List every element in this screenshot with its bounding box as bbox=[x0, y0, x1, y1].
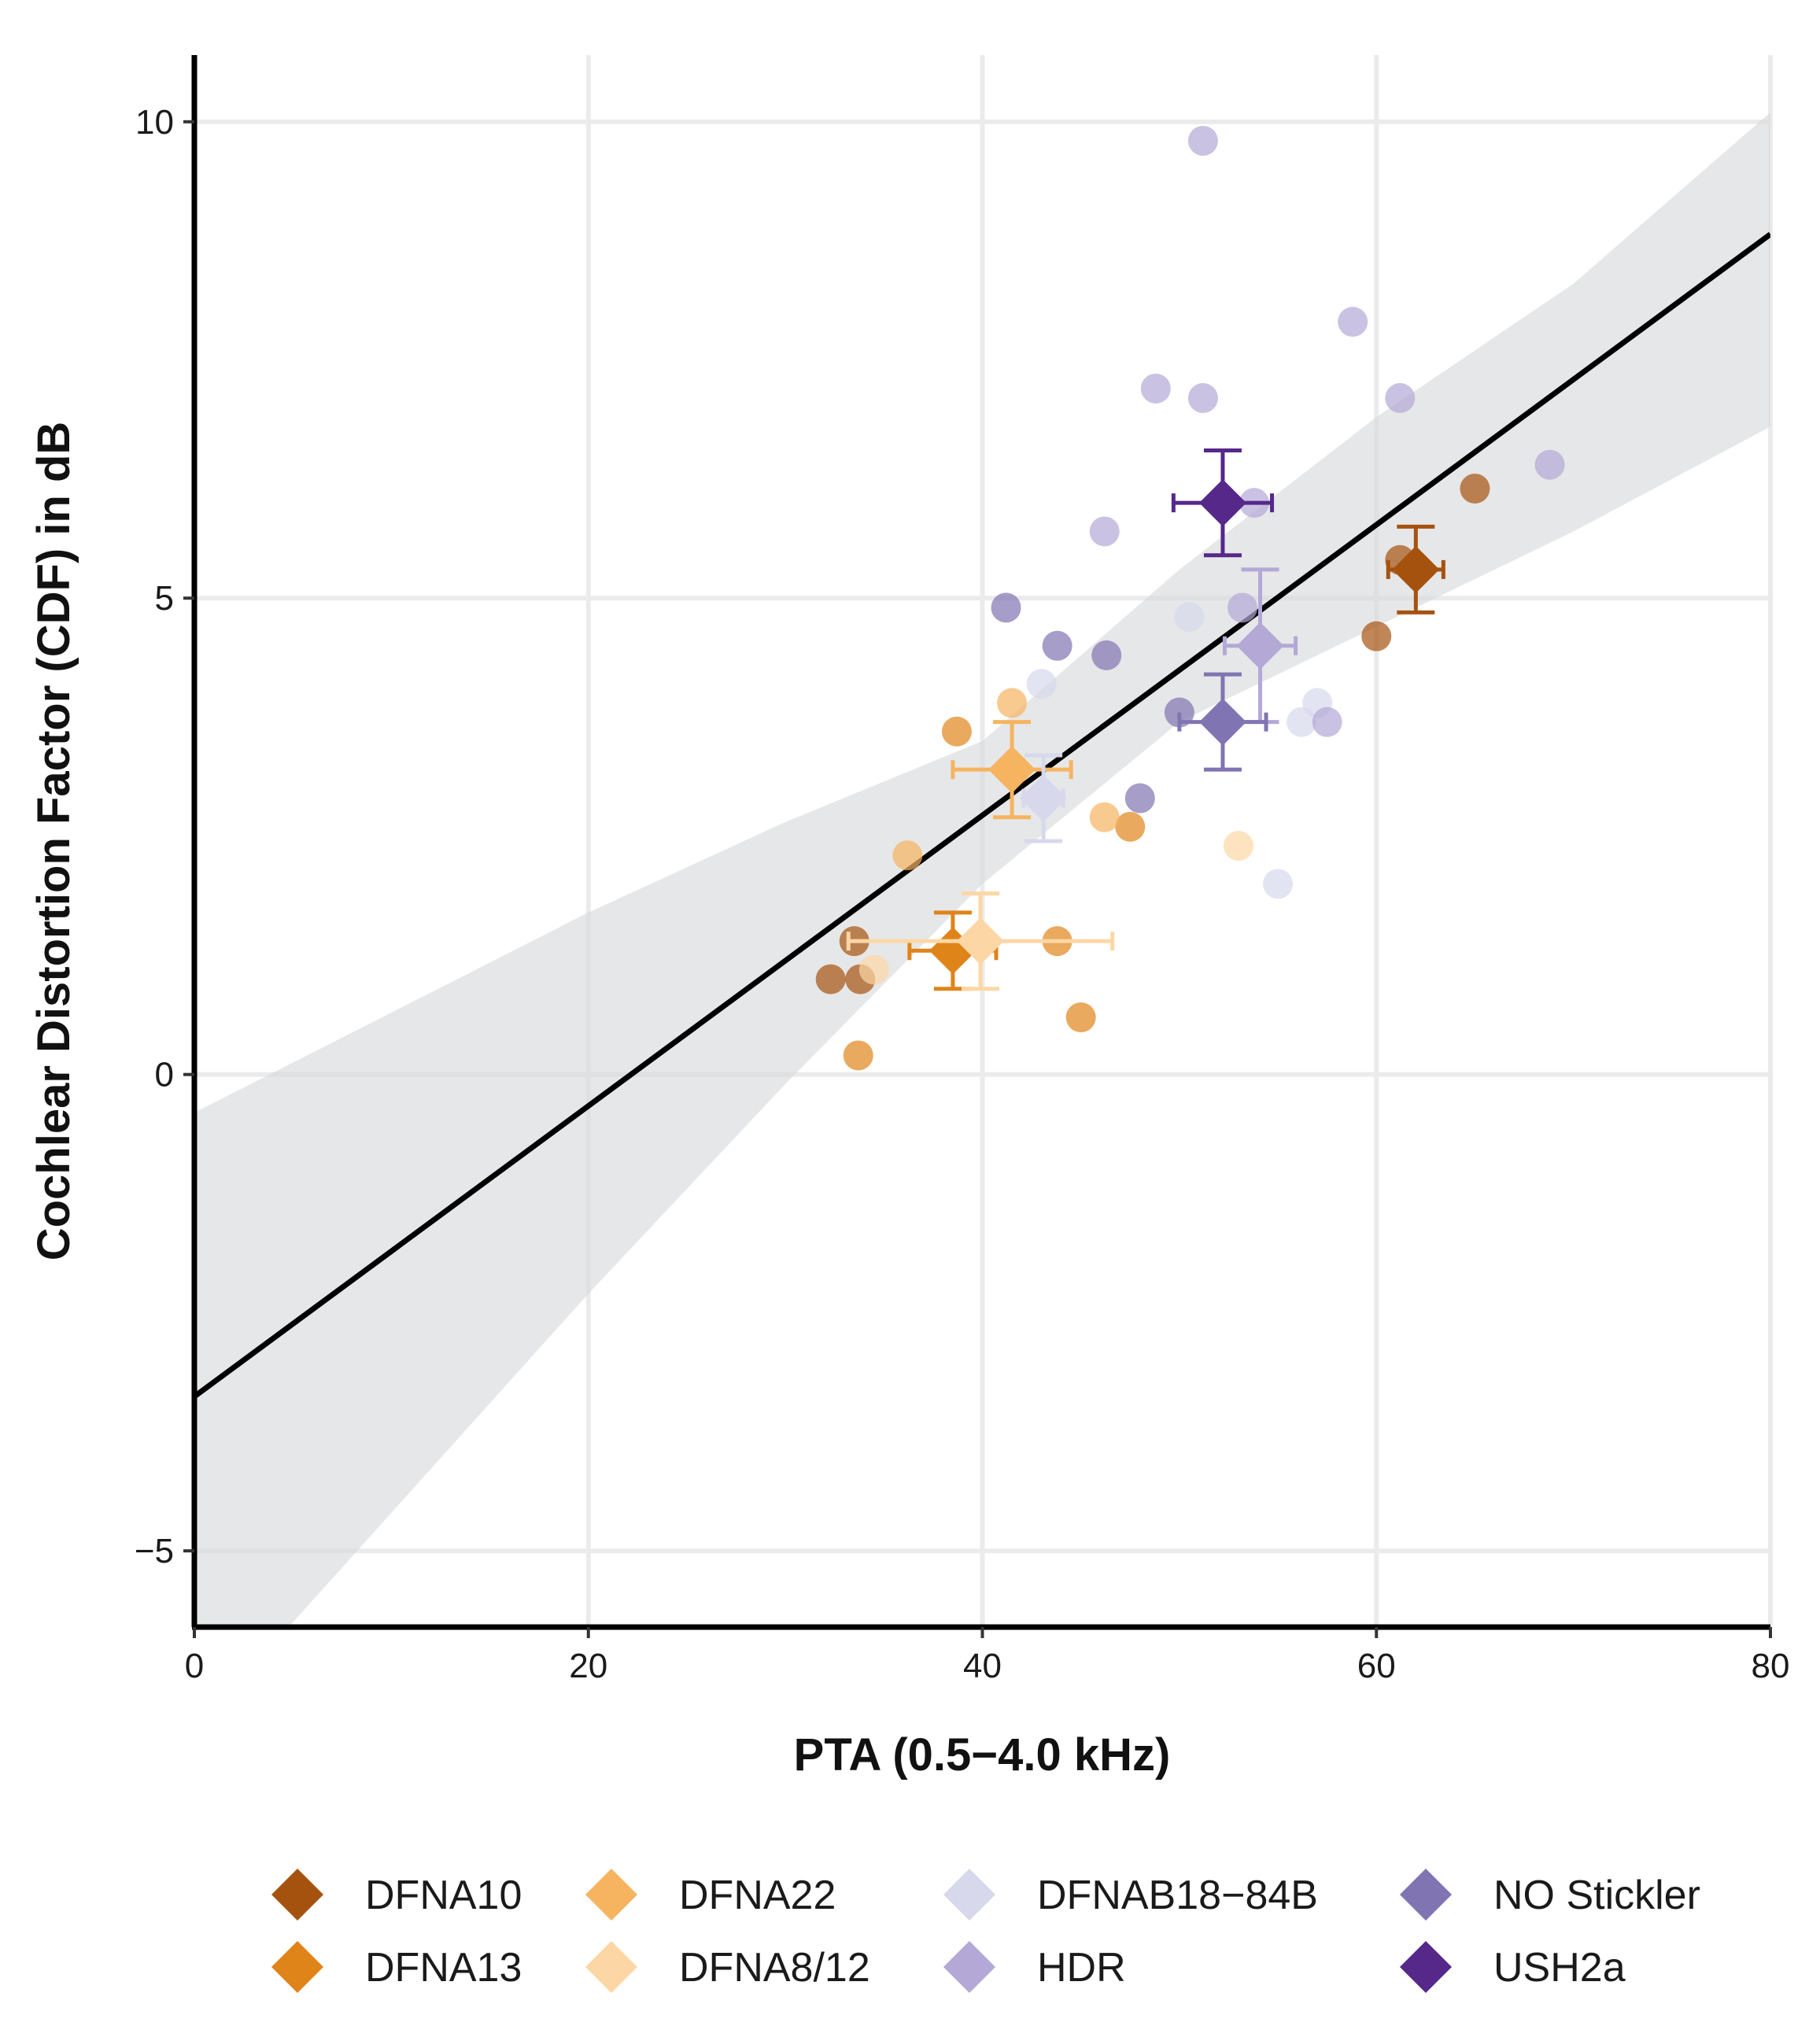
y-axis-title: Cochlear Distortion Factor (CDF) in dB bbox=[28, 422, 79, 1261]
point-hdr-8 bbox=[1227, 592, 1257, 623]
x-axis-ticks: 0 20 40 60 80 bbox=[185, 1627, 1790, 1685]
point-hdr-1 bbox=[1187, 125, 1218, 156]
point-dfnab18-84b-0 bbox=[1026, 669, 1057, 699]
mean-no-stickler-diamond bbox=[1198, 698, 1246, 746]
point-dfna22-1 bbox=[1089, 802, 1120, 832]
x-tick-label-0: 0 bbox=[185, 1647, 204, 1685]
point-dfna8-12-0 bbox=[1223, 831, 1253, 862]
mean-dfna8-12-diamond bbox=[956, 917, 1004, 965]
point-dfna22-2 bbox=[997, 688, 1028, 718]
legend-label-no-stickler: NO Stickler bbox=[1493, 1873, 1700, 1918]
point-dfnab18-84b-4 bbox=[1287, 707, 1317, 737]
legend-label-dfna8-12: DFNA8/12 bbox=[679, 1945, 870, 1991]
group-means bbox=[846, 448, 1445, 991]
y-tick-label-5: 5 bbox=[155, 579, 174, 618]
point-dfna10-2 bbox=[1361, 621, 1392, 651]
mean-hdr-diamond bbox=[1236, 622, 1284, 670]
legend-label-dfnab18-84b: DFNAB18−84B bbox=[1037, 1873, 1318, 1918]
point-dfna13-3 bbox=[843, 1040, 873, 1071]
legend-label-dfna22: DFNA22 bbox=[679, 1873, 836, 1918]
legend-key-dfna8-12 bbox=[585, 1941, 637, 1993]
x-axis-title: PTA (0.5−4.0 kHz) bbox=[794, 1729, 1171, 1781]
point-no-stickler-3 bbox=[1124, 783, 1155, 814]
point-dfnab18-84b-1 bbox=[1263, 869, 1294, 899]
point-hdr-0 bbox=[1089, 516, 1120, 547]
legend-label-hdr: HDR bbox=[1037, 1945, 1126, 1991]
point-dfna13-1 bbox=[1065, 1002, 1096, 1033]
y-tick-label-10: 10 bbox=[135, 103, 174, 142]
legend-label-dfna13: DFNA13 bbox=[365, 1945, 522, 1991]
point-dfna10-1 bbox=[1460, 473, 1490, 504]
point-hdr-9 bbox=[1312, 707, 1342, 737]
x-tick-label-40: 40 bbox=[963, 1647, 1002, 1685]
legend-key-no-stickler bbox=[1400, 1869, 1452, 1921]
point-dfna10-4 bbox=[815, 964, 846, 995]
point-dfna13-4 bbox=[941, 716, 972, 747]
y-tick-label--5: −5 bbox=[135, 1532, 174, 1570]
mean-dfnab18-84b-diamond bbox=[1020, 774, 1068, 822]
point-hdr-3 bbox=[1187, 382, 1218, 413]
x-tick-label-60: 60 bbox=[1357, 1647, 1396, 1685]
regression-line bbox=[194, 231, 1770, 1399]
regression-line-layer bbox=[194, 231, 1770, 1399]
legend-key-hdr bbox=[943, 1941, 995, 1993]
confidence-band-layer bbox=[194, 112, 1770, 1627]
point-dfna22-0 bbox=[892, 840, 923, 871]
legend-key-ush2a bbox=[1400, 1941, 1452, 1993]
legend-key-dfna10 bbox=[271, 1869, 323, 1921]
x-tick-label-80: 80 bbox=[1752, 1647, 1790, 1685]
confidence-band bbox=[194, 112, 1770, 1627]
legend-key-dfnab18-84b bbox=[943, 1869, 995, 1921]
legend-label-dfna10: DFNA10 bbox=[365, 1873, 522, 1918]
point-dfnab18-84b-2 bbox=[1174, 602, 1205, 633]
legend-key-dfna13 bbox=[271, 1941, 323, 1993]
mean-ush2a-diamond bbox=[1198, 479, 1246, 527]
point-dfna8-12-1 bbox=[858, 954, 889, 985]
point-no-stickler-4 bbox=[1164, 697, 1194, 728]
mean-dfna22-diamond bbox=[988, 746, 1036, 794]
legend-label-ush2a: USH2a bbox=[1493, 1945, 1626, 1991]
point-hdr-2 bbox=[1140, 373, 1171, 404]
y-axis-ticks: −5 0 5 10 bbox=[135, 103, 194, 1570]
y-tick-label-0: 0 bbox=[155, 1056, 174, 1094]
point-no-stickler-2 bbox=[1091, 640, 1122, 670]
x-tick-label-20: 20 bbox=[569, 1647, 607, 1685]
mean-dfna10-diamond bbox=[1392, 545, 1440, 593]
point-no-stickler-0 bbox=[991, 592, 1021, 623]
point-hdr-5 bbox=[1385, 382, 1416, 413]
point-no-stickler-1 bbox=[1042, 630, 1072, 661]
legend: DFNA10 DFNA13 DFNA22 DFNA8/12 DFNAB18−84B HDR… bbox=[271, 1869, 1700, 1993]
point-hdr-6 bbox=[1534, 449, 1565, 480]
legend-key-dfna22 bbox=[585, 1869, 637, 1921]
point-dfna13-2 bbox=[1115, 811, 1146, 842]
point-hdr-4 bbox=[1338, 307, 1368, 338]
